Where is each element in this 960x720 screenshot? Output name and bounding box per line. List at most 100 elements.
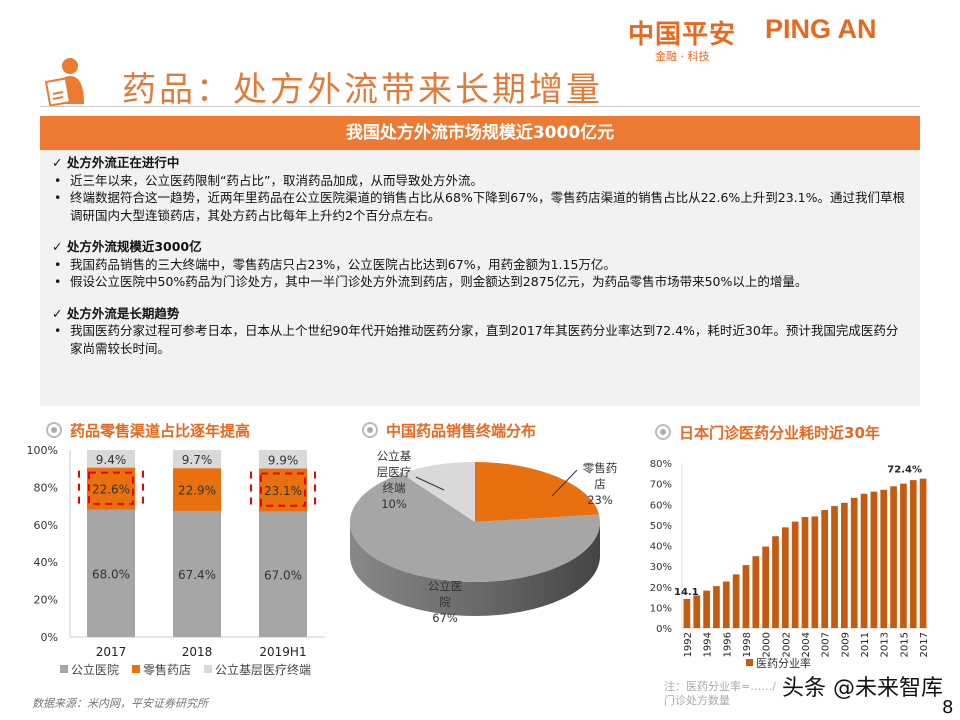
logo-en: PING AN (765, 14, 877, 44)
bar (762, 546, 769, 628)
slice-value: 10% (381, 497, 407, 511)
page-title: 药品：处方外流带来长期增量 (122, 70, 603, 110)
x-tick-label: 1996 (722, 632, 733, 657)
summary-box: ✓ 处方外流正在进行中 近三年以来，公立医药限制“药占比”，取消药品加成，从而导… (40, 150, 920, 406)
radio-icon (46, 422, 62, 438)
data-label: 9.4% (96, 453, 127, 467)
data-label: 9.7% (182, 453, 213, 467)
bar (713, 586, 720, 628)
x-tick-label: 2004 (801, 632, 812, 657)
annotation: 14.1 (674, 587, 699, 598)
slice-label: 公立基 (377, 449, 412, 463)
x-tick-label: 2002 (781, 632, 792, 657)
bar-segment (173, 468, 221, 511)
y-tick-label: 20% (34, 594, 58, 607)
bar-segment (173, 510, 221, 637)
chart-note: 注：医药分业率=……/门诊处方数量 (664, 680, 776, 707)
bar (683, 598, 691, 628)
bullet: 我国医药分家过程可参考日本，日本从上个世纪90年代开始推动医药分家，直到2017… (52, 322, 910, 357)
legend-label: 零售药店 (143, 662, 191, 677)
chart1-title: 药品零售渠道占比逐年提高 (46, 420, 250, 441)
data-label: 23.1% (264, 484, 302, 498)
bar (860, 493, 868, 628)
bar (919, 478, 927, 628)
bar (791, 521, 799, 628)
x-tick-label: 1994 (703, 632, 714, 657)
bar-segment (87, 509, 135, 637)
slice-label: 院 (439, 595, 451, 609)
section-heading: ✓ 处方外流是长期趋势 (52, 305, 180, 321)
x-tick-label: 1998 (742, 632, 753, 657)
y-tick-label: 0% (41, 631, 58, 644)
japan-bar-chart: 0% 10% 20% 30% 40% 50% 60% 70% 80% 1992 1994 1996 19… (650, 459, 930, 670)
data-label: 9.9% (268, 453, 299, 467)
section-heading: ✓ 处方外流规模近3000亿 (52, 239, 202, 254)
y-tick-label: 0% (656, 624, 672, 635)
slice-label: 层医疗 (377, 465, 412, 479)
x-tick-label: 2007 (821, 632, 832, 657)
data-label: 67.4% (178, 568, 216, 582)
x-tick-label: 2013 (880, 632, 891, 657)
slice-label: 零售药 (583, 461, 618, 475)
x-tick-label: 2019H1 (259, 645, 306, 659)
y-tick-label: 40% (34, 556, 58, 569)
legend-swatch (204, 665, 212, 673)
divider (40, 106, 920, 107)
bar (742, 565, 750, 628)
y-tick-label: 60% (34, 519, 58, 532)
x-tick-label: 2015 (899, 632, 910, 657)
bar (831, 506, 838, 628)
chart2-title: 中国药品销售终端分布 (362, 420, 536, 441)
x-tick-label: 2017 (919, 632, 930, 657)
chart3-title: 日本门诊医药分业耗时近30年 (655, 422, 880, 443)
slice-value: 23% (587, 493, 613, 507)
data-label: 22.6% (92, 483, 130, 497)
y-tick-label: 100% (27, 444, 58, 457)
bar (850, 497, 858, 628)
bar (752, 556, 760, 628)
bar (821, 510, 829, 628)
page-number: 8 (942, 697, 954, 718)
y-tick-label: 80% (34, 481, 58, 494)
leader-line (415, 476, 445, 491)
banner: 我国处方外流市场规模近3000亿元 (40, 116, 920, 150)
pie-side (350, 522, 600, 616)
annotation: 72.4% (887, 465, 922, 476)
bar (870, 491, 878, 628)
bar-segment (259, 511, 307, 637)
bar-segment (87, 450, 135, 468)
watermark: 头条 @未来智库 (782, 676, 943, 701)
pie-slice (475, 462, 600, 522)
bar-segment (259, 468, 307, 512)
logo-tagline: 金融 · 科技 (655, 50, 710, 63)
highlight-box (260, 472, 306, 507)
bar (890, 486, 897, 628)
bullet: 我国药品销售的三大终端中，零售药店只占23%，公立医院占比达到67%，用药金额为… (52, 256, 910, 274)
data-label: 67.0% (264, 568, 302, 582)
leader-line (551, 469, 578, 497)
slice-label: 店 (594, 477, 606, 491)
x-tick-label: 2018 (182, 645, 213, 659)
bar (801, 517, 809, 628)
y-tick-label: 80% (650, 459, 672, 470)
y-tick-label: 70% (650, 480, 672, 491)
data-label: 68.0% (92, 567, 130, 581)
legend-swatch (132, 665, 140, 673)
section-heading: ✓ 处方外流正在进行中 (52, 155, 180, 170)
bar (880, 489, 888, 628)
legend-label: 医药分业率 (756, 656, 811, 670)
bullet: 假设公立医院中50%药品为门诊处方，其中一半门诊处方外流到药店，则金额达到287… (52, 273, 910, 291)
bar (781, 527, 789, 628)
x-tick-label: 2000 (762, 632, 773, 657)
bar (909, 480, 917, 628)
logo-cn: 中国平安 (628, 20, 737, 50)
bar (722, 581, 730, 628)
bar (693, 595, 701, 628)
x-tick-label: 2017 (96, 645, 127, 659)
x-tick-label: 1992 (683, 632, 694, 657)
jobs-person-icon (44, 58, 84, 106)
legend-label: 公立医院 (71, 662, 119, 677)
bar-segment (87, 467, 135, 510)
bar (732, 574, 740, 628)
bullet: 终端数据符合这一趋势，近两年里药品在公立医院渠道的销售占比从68%下降到67%，… (52, 189, 910, 224)
